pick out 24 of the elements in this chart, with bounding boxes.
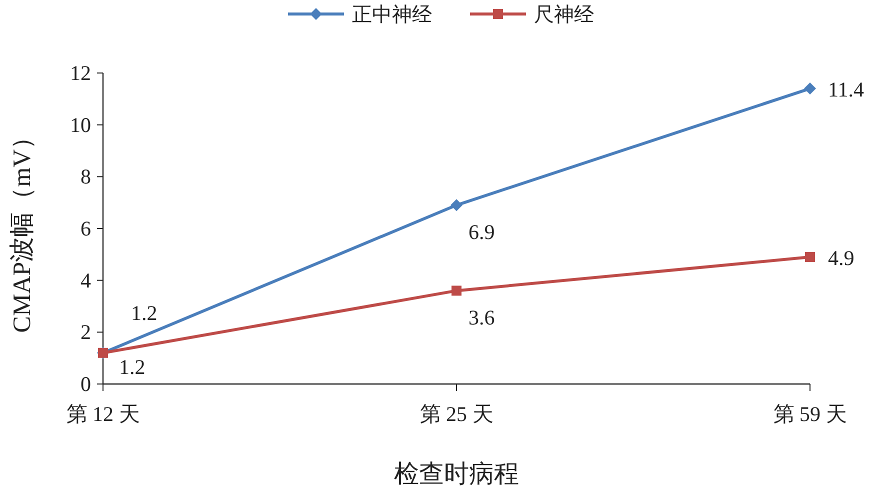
y-axis-title: CMAP波幅（mV）: [9, 124, 36, 333]
y-tick-label: 0: [80, 372, 91, 396]
point: [805, 252, 815, 262]
x-tick-label: 第 25 天: [420, 402, 494, 426]
point: [450, 199, 462, 212]
point: [452, 286, 462, 296]
y-tick-label: 12: [70, 61, 91, 85]
y-tick-label: 6: [80, 216, 91, 240]
data-label: 3.6: [468, 306, 495, 330]
x-tick-label: 第 59 天: [773, 402, 847, 426]
point: [804, 82, 816, 95]
data-label: 6.9: [468, 220, 495, 244]
y-tick-label: 10: [70, 112, 91, 137]
y-tick-label: 8: [80, 164, 91, 189]
legend-label: 正中神经: [352, 4, 432, 26]
data-label: 4.9: [828, 246, 854, 270]
data-label: 1.2: [119, 354, 146, 379]
data-label: 1.2: [131, 300, 158, 325]
x-axis-title: 检查时病程: [394, 461, 519, 488]
data-label: 11.4: [828, 78, 864, 102]
y-tick-label: 4: [80, 268, 92, 292]
x-tick-label: 第 12 天: [66, 402, 140, 426]
legend-label: 尺神经: [534, 4, 594, 26]
y-tick-label: 2: [80, 320, 91, 344]
